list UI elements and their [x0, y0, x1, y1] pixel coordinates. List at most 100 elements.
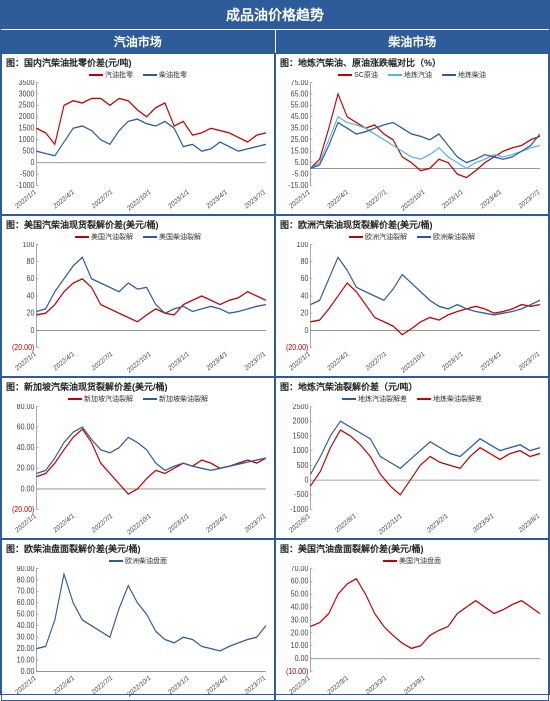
svg-text:2023/8/1: 2023/8/1 [518, 512, 541, 534]
svg-text:2022/1/1: 2022/1/1 [14, 674, 37, 696]
legend: 欧洲汽油裂解欧洲柴油裂解 [280, 232, 544, 242]
legend-swatch [417, 236, 431, 238]
svg-text:40.00: 40.00 [291, 602, 309, 612]
legend-label: 地炼汽油 [404, 70, 432, 80]
svg-text:20.00: 20.00 [291, 628, 309, 638]
left-market-header: 汽油市场 [1, 30, 276, 53]
chart-title: 图：新加坡汽柴油现货裂解价差(美元/桶) [6, 380, 270, 393]
svg-text:2022/8/1: 2022/8/1 [334, 512, 357, 534]
svg-text:100: 100 [297, 242, 309, 249]
legend-label: 美国柴油裂解 [159, 232, 201, 242]
svg-text:2022/7/1: 2022/7/1 [91, 350, 114, 372]
legend-item: 欧洲柴油盘面 [109, 556, 167, 566]
svg-text:2022/4/1: 2022/4/1 [53, 350, 76, 372]
svg-text:1500: 1500 [19, 123, 35, 133]
legend-label: 美国汽油裂解 [91, 232, 133, 242]
svg-text:0.00: 0.00 [21, 484, 35, 494]
svg-text:0: 0 [304, 475, 309, 485]
svg-text:60.00: 60.00 [17, 598, 35, 608]
svg-text:2023/5/1: 2023/5/1 [472, 512, 495, 534]
chart-svg: (20.00)0.0020.0040.0060.0080.002022/1/12… [6, 404, 270, 536]
svg-text:2023/1/1: 2023/1/1 [167, 674, 190, 696]
legend-swatch [388, 74, 402, 76]
svg-text:40: 40 [27, 291, 36, 301]
svg-text:60.00: 60.00 [291, 576, 309, 586]
svg-text:2023/2/1: 2023/2/1 [426, 512, 449, 534]
svg-text:2023/7/1: 2023/7/1 [244, 188, 267, 210]
svg-text:2023/7/1: 2023/7/1 [518, 188, 541, 210]
legend-swatch [349, 236, 363, 238]
legend-label: 欧洲柴油盘面 [125, 556, 167, 566]
legend-item: 汽油批零 [89, 70, 133, 80]
svg-text:-500: -500 [20, 169, 35, 179]
legend-item: 地炼柴油 [442, 70, 486, 80]
svg-text:70.00: 70.00 [291, 566, 309, 573]
svg-text:10.00: 10.00 [17, 655, 35, 665]
chart-svg: (10.00)0.0010.0020.0030.0040.0050.0060.0… [280, 566, 544, 698]
chart-title: 图：美国汽油盘面裂解价差(美元/桶) [280, 542, 544, 555]
svg-text:2022/7/1: 2022/7/1 [365, 188, 388, 210]
legend-label: 欧洲柴油裂解 [433, 232, 475, 242]
svg-text:2023/7/1: 2023/7/1 [244, 674, 267, 696]
legend-swatch [75, 236, 89, 238]
legend-label: 汽油批零 [105, 70, 133, 80]
svg-text:2023/7/1: 2023/7/1 [244, 512, 267, 534]
svg-text:2023/1/1: 2023/1/1 [441, 188, 464, 210]
svg-text:2022/1/1: 2022/1/1 [14, 512, 37, 534]
svg-text:0: 0 [30, 158, 35, 168]
svg-text:2023/3/1: 2023/3/1 [365, 674, 388, 696]
chart-svg: 0.0010.0020.0030.0040.0050.0060.0070.008… [6, 566, 270, 698]
svg-text:2023/1/1: 2023/1/1 [167, 188, 190, 210]
svg-text:30.00: 30.00 [291, 615, 309, 625]
legend-swatch [143, 398, 157, 400]
svg-text:2022/7/1: 2022/7/1 [91, 674, 114, 696]
legend-swatch [383, 560, 397, 562]
svg-text:10.00: 10.00 [291, 641, 309, 651]
svg-text:2022/5/1: 2022/5/1 [288, 512, 311, 534]
svg-text:2022/10/1: 2022/10/1 [126, 512, 152, 536]
svg-text:2023/1/1: 2023/1/1 [167, 512, 190, 534]
legend-swatch [109, 560, 123, 562]
legend-label: 新加坡柴油裂解 [159, 394, 208, 404]
chart-svg: (20.00)0204060801002022/1/12022/4/12022/… [280, 242, 544, 374]
chart-svg: (20.00)0204060801002022/1/12022/4/12022/… [6, 242, 270, 374]
chart-title: 图：地炼汽柴油裂解价差（元/吨） [280, 380, 544, 393]
svg-text:(10.00): (10.00) [286, 666, 309, 676]
right-market-header: 柴油市场 [276, 30, 550, 53]
svg-text:20: 20 [301, 308, 310, 318]
svg-text:2022/1/1: 2022/1/1 [14, 350, 37, 372]
legend-item: 美国汽油盘面 [383, 556, 441, 566]
svg-text:2023/4/1: 2023/4/1 [206, 674, 229, 696]
svg-text:500: 500 [297, 460, 309, 470]
svg-text:-5.00: -5.00 [292, 169, 309, 179]
svg-text:30.00: 30.00 [17, 632, 35, 642]
chart-r1: 图：地炼汽柴油、原油涨跌幅对比（%）SC原油地炼汽油地炼柴油-15.00-5.0… [275, 53, 549, 215]
legend-item: SC原油 [338, 70, 378, 80]
svg-text:20: 20 [27, 308, 36, 318]
svg-text:50.00: 50.00 [291, 589, 309, 599]
legend-swatch [89, 74, 103, 76]
legend-label: 地炼柴油 [458, 70, 486, 80]
svg-text:2023/4/1: 2023/4/1 [206, 512, 229, 534]
chart-l3: 图：新加坡汽柴油现货裂解价差(美元/桶)新加坡汽油裂解新加坡柴油裂解(20.00… [1, 377, 275, 539]
svg-text:2023/4/1: 2023/4/1 [206, 350, 229, 372]
svg-text:50.00: 50.00 [17, 609, 35, 619]
svg-text:2022/4/1: 2022/4/1 [53, 188, 76, 210]
svg-text:2022/10/1: 2022/10/1 [126, 674, 152, 698]
svg-text:2023/4/1: 2023/4/1 [206, 188, 229, 210]
svg-text:25.00: 25.00 [291, 135, 309, 145]
chart-l2: 图：美国汽柴油现货裂解价差(美元/桶)美国汽油裂解美国柴油裂解(20.00)02… [1, 215, 275, 377]
chart-title: 图：地炼汽柴油、原油涨跌幅对比（%） [280, 56, 544, 69]
svg-text:65.00: 65.00 [291, 89, 309, 99]
svg-text:(20.00): (20.00) [12, 342, 35, 352]
legend-label: 地炼柴油裂解差 [433, 394, 482, 404]
svg-text:-500: -500 [294, 490, 309, 500]
svg-text:2022/11/1: 2022/11/1 [378, 512, 404, 536]
svg-text:2022/10/1: 2022/10/1 [126, 350, 152, 374]
svg-text:2023/4/1: 2023/4/1 [480, 188, 503, 210]
legend-swatch [417, 398, 431, 400]
svg-text:80.00: 80.00 [17, 404, 35, 411]
svg-text:1000: 1000 [19, 135, 35, 145]
legend-item: 地炼柴油裂解差 [417, 394, 482, 404]
legend-label: SC原油 [354, 70, 378, 80]
